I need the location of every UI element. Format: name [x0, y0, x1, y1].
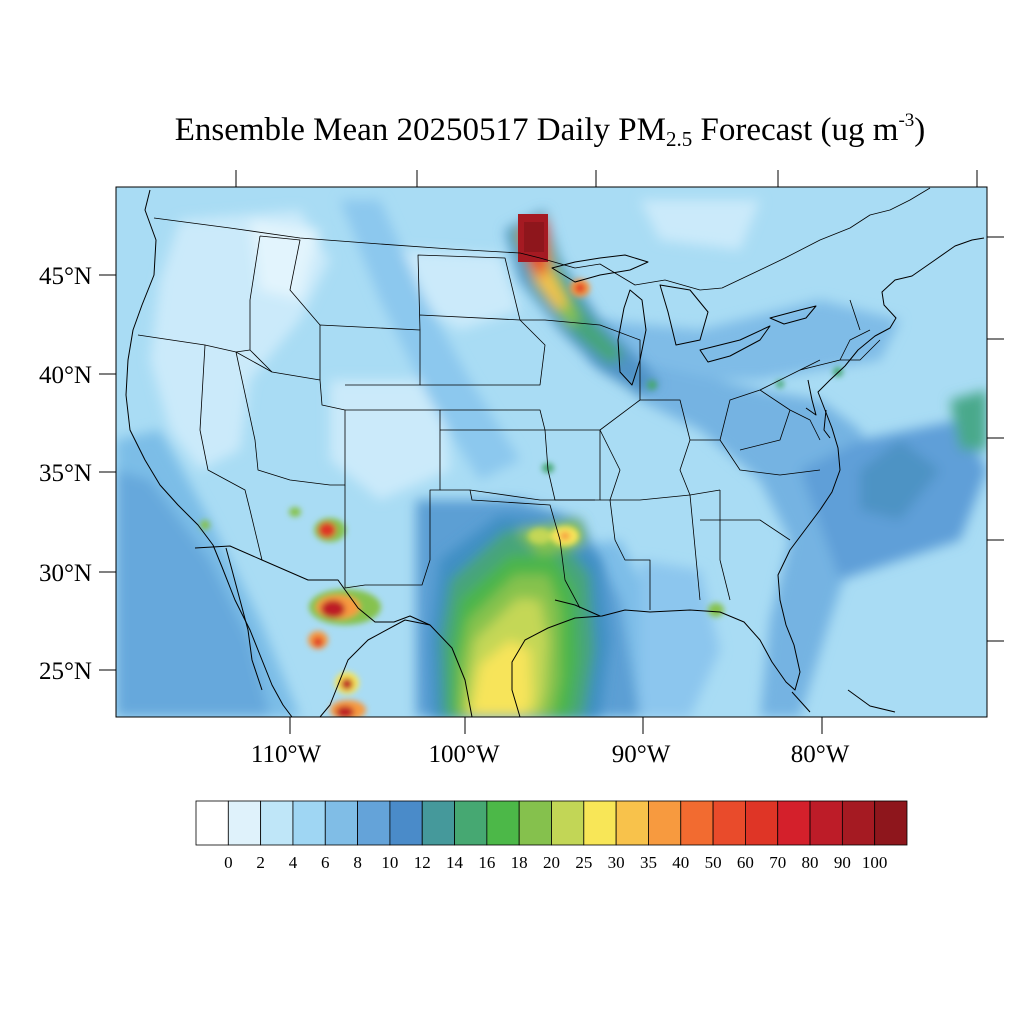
colorbar-label: 10	[381, 853, 398, 872]
colorbar-label: 25	[575, 853, 592, 872]
colorbar-swatch	[454, 800, 488, 846]
colorbar-swatch	[292, 800, 326, 846]
colorbar-swatch	[583, 800, 617, 846]
colorbar-label: 60	[737, 853, 754, 872]
colorbar-label: 6	[321, 853, 330, 872]
colorbar-label: 20	[543, 853, 560, 872]
colorbar-label: 14	[446, 853, 464, 872]
colorbar-swatch	[680, 800, 714, 846]
colorbar-swatch	[421, 800, 455, 846]
colorbar-label: 50	[705, 853, 722, 872]
colorbar-swatch	[195, 800, 229, 846]
lat-label-30n: 30°N	[39, 560, 92, 587]
lat-label-25n: 25°N	[39, 658, 92, 685]
colorbar-swatch	[712, 800, 746, 846]
lon-label-80w: 80°W	[791, 741, 850, 768]
colorbar-swatch	[357, 800, 391, 846]
colorbar-swatch	[227, 800, 262, 846]
colorbar-swatch	[260, 800, 294, 846]
colorbar-swatch	[841, 800, 876, 846]
map-frame	[115, 186, 988, 718]
colorbar-swatch	[777, 800, 811, 846]
colorbar-swatch	[745, 800, 779, 846]
colorbar-swatch	[324, 800, 358, 846]
pm25-field	[116, 187, 987, 717]
colorbar: 0 2 4 6 8 10 12 14 16 18 20 25 30 35 40 50 60 70 80 90 100	[195, 800, 908, 872]
colorbar-label: 12	[414, 853, 431, 872]
colorbar-swatch	[809, 800, 843, 846]
colorbar-label: 90	[834, 853, 851, 872]
lon-label-100w: 100°W	[428, 741, 499, 768]
colorbar-swatch	[551, 800, 585, 846]
colorbar-label: 70	[769, 853, 786, 872]
colorbar-label: 2	[256, 853, 265, 872]
colorbar-label: 40	[672, 853, 689, 872]
colorbar-swatch	[486, 800, 520, 846]
colorbar-swatch	[648, 800, 682, 846]
lat-label-35n: 35°N	[39, 460, 92, 487]
map-title: Ensemble Mean 20250517 Daily PM2.5 Forec…	[174, 110, 926, 151]
colorbar-label: 18	[511, 853, 528, 872]
colorbar-label: 8	[353, 853, 362, 872]
colorbar-swatch	[874, 800, 908, 846]
colorbar-swatch	[389, 800, 423, 846]
colorbar-label: 4	[289, 853, 298, 872]
lon-label-90w: 90°W	[612, 741, 671, 768]
colorbar-label: 80	[802, 853, 819, 872]
colorbar-label: 35	[640, 853, 657, 872]
colorbar-label: 30	[608, 853, 625, 872]
colorbar-label: 100	[862, 853, 888, 872]
colorbar-label: 16	[478, 853, 495, 872]
colorbar-label: 0	[224, 853, 233, 872]
lon-label-110w: 110°W	[251, 741, 322, 768]
colorbar-swatch	[615, 800, 649, 846]
axis-ticks	[99, 170, 1004, 734]
lat-label-40n: 40°N	[39, 362, 92, 389]
colorbar-swatch	[518, 800, 552, 846]
lat-label-45n: 45°N	[39, 263, 92, 290]
